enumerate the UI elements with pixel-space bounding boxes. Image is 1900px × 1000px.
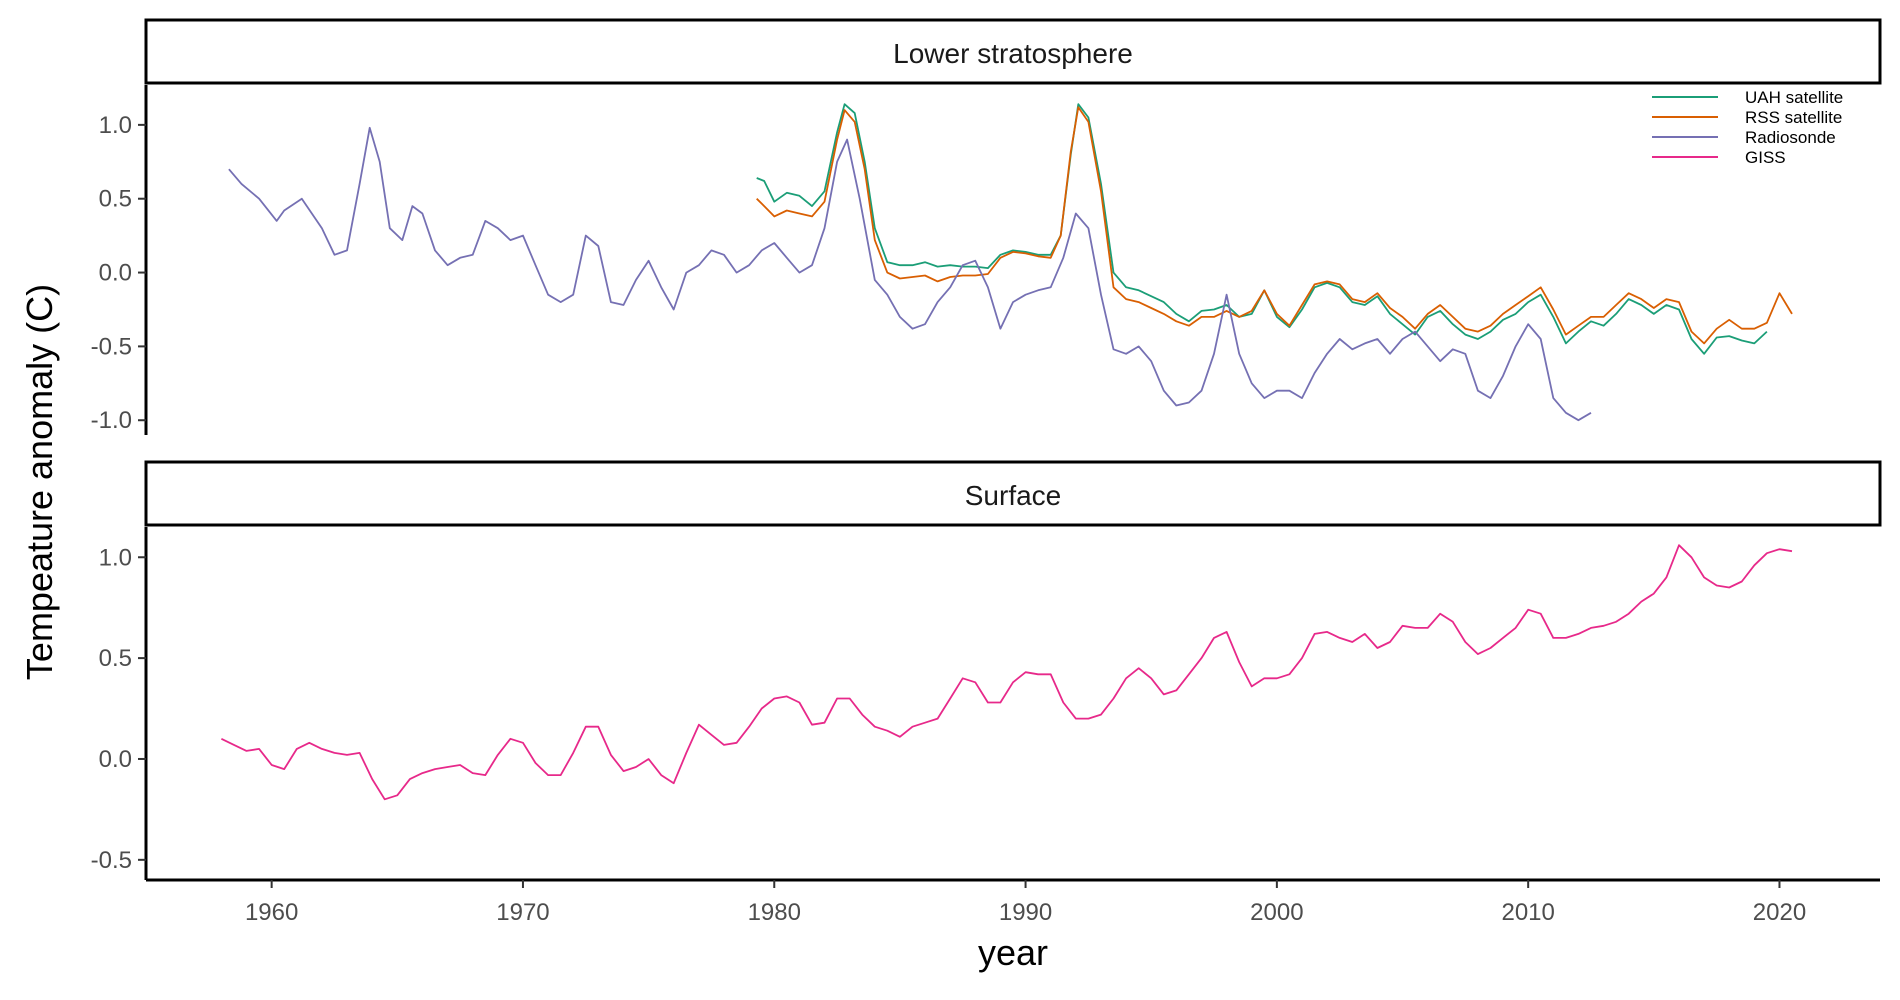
x-tick-label: 2000 [1250, 899, 1303, 926]
x-tick-label: 1970 [496, 899, 549, 926]
x-tick-label: 2020 [1753, 899, 1806, 926]
y-tick-label: -0.5 [91, 847, 132, 874]
series-line-rss-satellite [756, 106, 1793, 345]
series-line-giss [221, 544, 1793, 801]
y-tick-label: 0.5 [99, 645, 132, 672]
legend-label-radiosonde: Radiosonde [1745, 128, 1836, 147]
x-tick-label: 2010 [1501, 899, 1554, 926]
strip-label-surface: Surface [965, 480, 1062, 511]
legend-label-rss-satellite: RSS satellite [1745, 108, 1842, 127]
y-tick-label: -0.5 [91, 333, 132, 360]
series-line-uah-satellite [756, 103, 1768, 355]
x-tick-label: 1980 [748, 899, 801, 926]
x-tick-label: 1960 [245, 899, 298, 926]
x-ticks: 1960 1970 1980 1990 2000 2010 2020 [245, 880, 1806, 926]
y-ticks-panel-1: 1.0 0.5 0.0 -0.5 -1.0 [91, 112, 146, 434]
plot-series [221, 103, 1793, 801]
y-tick-label: 0.0 [99, 746, 132, 773]
y-tick-label: 1.0 [99, 544, 132, 571]
y-tick-label: -1.0 [91, 407, 132, 434]
series-line-radiosonde [228, 126, 1592, 422]
legend-label-giss: GISS [1745, 148, 1786, 167]
x-axis-title: year [978, 932, 1048, 973]
y-axis-title: Tempeature anomaly (C) [19, 284, 60, 680]
x-tick-label: 1990 [999, 899, 1052, 926]
strip-box-lower-stratosphere [144, 18, 1882, 85]
legend-label-uah-satellite: UAH satellite [1745, 88, 1843, 107]
y-tick-label: 0.5 [99, 186, 132, 213]
y-ticks-panel-2: 1.0 0.5 0.0 -0.5 [91, 544, 146, 874]
strip-box-surface [144, 460, 1882, 527]
strip-label-lower-stratosphere: Lower stratosphere [893, 38, 1133, 69]
y-tick-label: 1.0 [99, 112, 132, 139]
y-tick-label: 0.0 [99, 260, 132, 287]
